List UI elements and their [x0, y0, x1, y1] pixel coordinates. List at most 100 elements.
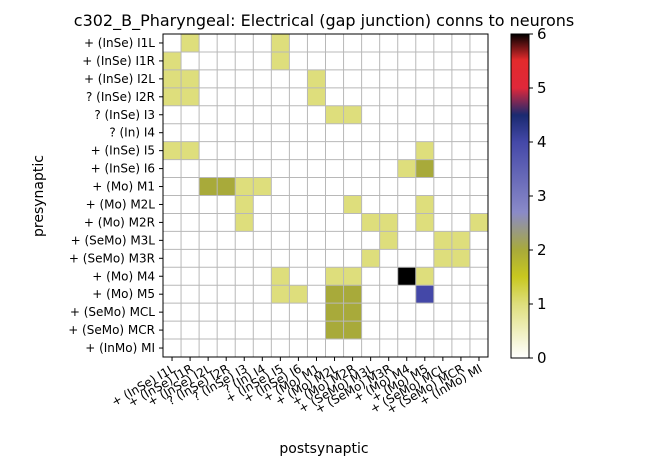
heatmap-cell [343, 321, 362, 340]
heatmap-cell [217, 267, 236, 286]
heatmap-cell [199, 267, 218, 286]
heatmap-cell [379, 177, 398, 196]
heatmap-cell [271, 141, 290, 160]
heatmap-cell [307, 177, 326, 196]
heatmap-cell [433, 123, 452, 142]
heatmap-cell [235, 267, 254, 286]
heatmap-cell [397, 213, 416, 232]
colorbar: 0 1 2 3 4 5 6 [510, 25, 547, 367]
heatmap-cell [361, 321, 380, 340]
heatmap-cell [199, 34, 218, 52]
y-tick-label: + (InSe) I2L [84, 72, 155, 86]
heatmap-cell [289, 267, 308, 286]
heatmap-cell [415, 177, 434, 196]
heatmap-cell [163, 123, 182, 142]
heatmap-cell [325, 159, 344, 178]
heatmap-cell [181, 87, 200, 106]
heatmap-cell [397, 51, 416, 70]
heatmap-cell [343, 141, 362, 160]
heatmap-cell [343, 87, 362, 106]
heatmap-cell [235, 231, 254, 250]
heatmap-cell [361, 249, 380, 268]
heatmap-cell [217, 51, 236, 70]
heatmap-cell [433, 213, 452, 232]
heatmap-cell [163, 321, 182, 340]
heatmap-cell [415, 213, 434, 232]
heatmap-cell [235, 51, 254, 70]
heatmap-cell [361, 303, 380, 322]
heatmap-cell [397, 267, 416, 286]
heatmap-cell [343, 105, 362, 124]
heatmap-cell [415, 339, 434, 357]
y-tick-label: + (SeMo) MCR [68, 323, 155, 337]
heatmap-cell [433, 285, 452, 304]
heatmap-cell [325, 195, 344, 214]
heatmap-cell [361, 339, 380, 357]
heatmap-cell [361, 177, 380, 196]
heatmap-cell [433, 51, 452, 70]
heatmap-cell [469, 231, 488, 250]
heatmap-cell [451, 195, 470, 214]
heatmap-cell [361, 213, 380, 232]
heatmap-cell [163, 267, 182, 286]
y-tick-label: ? (In) I4 [109, 126, 155, 140]
heatmap-cell [253, 87, 272, 106]
heatmap-cell [469, 321, 488, 340]
heatmap-cell [235, 285, 254, 304]
heatmap-cell [379, 213, 398, 232]
heatmap-cell [307, 141, 326, 160]
heatmap-cell [217, 69, 236, 88]
y-tick-label: ? (InSe) I3 [94, 108, 155, 122]
heatmap-cell [307, 34, 326, 52]
heatmap-cell [397, 195, 416, 214]
heatmap-cell [433, 87, 452, 106]
heatmap-cell [163, 87, 182, 106]
heatmap-cell [451, 285, 470, 304]
heatmap-cell [253, 321, 272, 340]
heatmap-cell [433, 195, 452, 214]
heatmap-cell [361, 141, 380, 160]
y-tick-label: + (Mo) M2R [84, 215, 155, 229]
heatmap-cell [397, 141, 416, 160]
y-tick-label: + (InMo) MI [85, 341, 155, 355]
heatmap-cell [181, 177, 200, 196]
heatmap-cell [163, 339, 182, 357]
heatmap-cell [271, 69, 290, 88]
heatmap-cell [235, 303, 254, 322]
heatmap-cell [307, 249, 326, 268]
heatmap-cell [181, 34, 200, 52]
heatmap-cell [181, 231, 200, 250]
heatmap-cell [379, 249, 398, 268]
heatmap-cell [325, 123, 344, 142]
heatmap-cell [253, 177, 272, 196]
heatmap-cell [379, 195, 398, 214]
heatmap-cell [433, 303, 452, 322]
heatmap-cell [199, 159, 218, 178]
heatmap-cell [163, 51, 182, 70]
heatmap-cell [415, 195, 434, 214]
heatmap-cell [181, 249, 200, 268]
heatmap-cell [163, 141, 182, 160]
heatmap-cell [379, 267, 398, 286]
heatmap-cell [325, 321, 344, 340]
heatmap-cell [469, 177, 488, 196]
y-tick-label: + (Mo) M2L [86, 197, 156, 211]
heatmap-cell [415, 141, 434, 160]
heatmap-cell [433, 177, 452, 196]
heatmap-cell [433, 159, 452, 178]
heatmap-cell [397, 285, 416, 304]
heatmap-cell [253, 303, 272, 322]
heatmap-cell [307, 105, 326, 124]
heatmap-cell [433, 69, 452, 88]
heatmap-cell [361, 123, 380, 142]
heatmap-cell [235, 195, 254, 214]
heatmap-cell [271, 213, 290, 232]
heatmap-cell [325, 87, 344, 106]
heatmap-cell [343, 123, 362, 142]
heatmap-cell [325, 339, 344, 357]
heatmap-cell [307, 285, 326, 304]
heatmap-cell [199, 177, 218, 196]
heatmap-cell [163, 249, 182, 268]
heatmap-cell [397, 105, 416, 124]
heatmap-cell [289, 213, 308, 232]
